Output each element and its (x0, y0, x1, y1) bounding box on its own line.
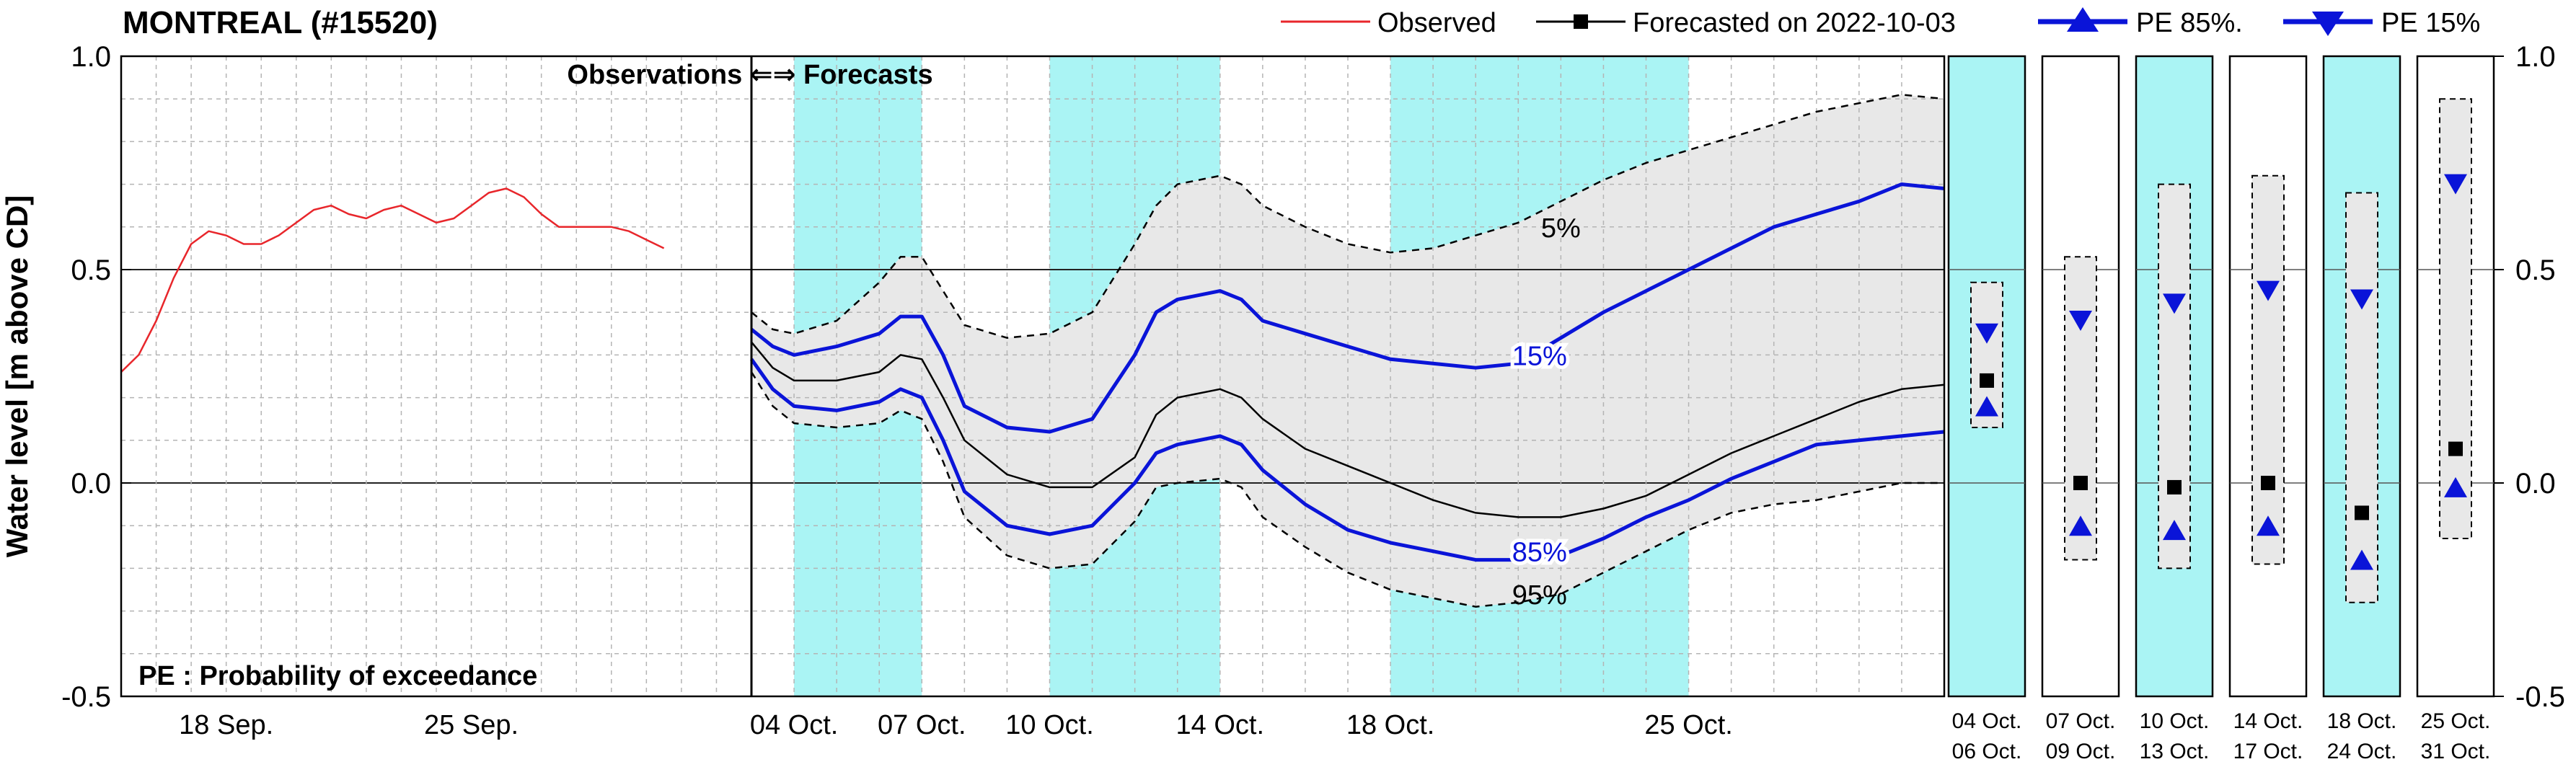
period-panel-1: 04 Oct. 06 Oct. (1947, 55, 2026, 763)
period-panel-3: 10 Oct. 13 Oct. (2135, 55, 2214, 763)
x-tick-label: 14 Oct. (1176, 710, 1265, 740)
period-panel-start-label: 14 Oct. (2233, 709, 2303, 733)
y-tick-label: 0.5 (71, 254, 111, 286)
series-line-pe-85 (749, 358, 1945, 562)
period-panel-forecast-marker (2167, 479, 2182, 495)
period-summary-panels: 04 Oct. 06 Oct. 07 Oct. 09 Oct. 10 Oct. 13 Oc… (1947, 55, 2495, 763)
period-panel-start-label: 10 Oct. (2140, 709, 2210, 733)
period-panel-end-label: 09 Oct. (2046, 740, 2116, 763)
series-label-15pct: 15% (1512, 341, 1567, 371)
y-axis-label: Water level [m above CD] (0, 195, 34, 558)
x-tick-label: 25 Oct. (1644, 710, 1733, 740)
right-y-tick-label: -0.5 (2515, 681, 2565, 713)
period-panel-pe15-marker (2163, 293, 2186, 314)
period-panel-pe15-marker (2444, 174, 2467, 195)
series-lines (120, 94, 1945, 608)
plot-frame (120, 55, 1946, 698)
period-panel-6: 25 Oct. 31 Oct. (2416, 55, 2495, 763)
y-tick-label: -0.5 (61, 681, 111, 713)
series-line-pe-5 (751, 94, 1945, 339)
legend-forecast-marker (1574, 14, 1588, 29)
period-panel-range-box (2064, 256, 2097, 561)
y-tick-label: 0.0 (71, 468, 111, 500)
legend-pe85-label: PE 85%. (2136, 8, 2243, 38)
legend-forecast-label: Forecasted on 2022-10-03 (1633, 8, 1956, 38)
period-panel-pe85-marker (2257, 515, 2280, 536)
series-inline-labels: 15% 85% 5% 95% (1509, 213, 1581, 611)
period-panel-pe15-marker (2069, 311, 2092, 332)
period-panel-forecast-marker (2261, 476, 2275, 490)
period-panel-forecast-marker (2448, 441, 2463, 456)
period-panel-end-label: 17 Oct. (2233, 740, 2303, 763)
period-panel-2: 07 Oct. 09 Oct. (2041, 55, 2120, 763)
period-panel-start-label: 07 Oct. (2046, 709, 2116, 733)
period-panel-range-box (2251, 174, 2285, 565)
period-panel-pe15-marker (2257, 280, 2280, 301)
plot-grid (120, 56, 1945, 697)
series-line-pe-15 (750, 182, 1945, 434)
pe-note: PE : Probability of exceedance (138, 661, 537, 691)
legend-pe15-marker (2312, 12, 2344, 36)
series-label-95pct: 95% (1512, 580, 1567, 611)
period-panel-forecast-marker (2073, 476, 2088, 490)
period-panel-pe85-marker (1975, 396, 1998, 417)
legend-pe85-marker (2067, 7, 2099, 32)
right-y-axis: -0.5 0.0 0.5 1.0 (2494, 41, 2565, 713)
period-panel-start-label: 18 Oct. (2327, 709, 2397, 733)
x-tick-label: 25 Sep. (424, 710, 519, 740)
period-panel-end-label: 06 Oct. (1952, 740, 2022, 763)
period-panel-forecast-marker (1980, 373, 1994, 388)
plot-axes: -0.5 0.0 0.5 1.0 18 Sep. 25 Sep. 04 Oct. 07 Oct… (61, 41, 1946, 740)
period-panel-pe85-marker (2350, 549, 2373, 570)
x-tick-label: 04 Oct. (750, 710, 839, 740)
period-panel-5: 18 Oct. 24 Oct. (2322, 55, 2401, 763)
series-line-forecasted-on-2022-10-03 (751, 341, 1945, 518)
period-panel-end-label: 24 Oct. (2327, 740, 2397, 763)
period-panel-pe85-marker (2163, 520, 2186, 541)
period-panel-pe15-marker (1975, 323, 1998, 344)
series-line-observed (120, 187, 665, 373)
period-panel-pe85-marker (2444, 476, 2467, 497)
y-tick-label: 1.0 (71, 41, 111, 73)
chart-title: MONTREAL (#15520) (123, 5, 438, 40)
legend-observed-label: Observed (1377, 8, 1496, 38)
period-panel-end-label: 31 Oct. (2421, 740, 2491, 763)
period-panel-start-label: 04 Oct. (1952, 709, 2022, 733)
period-panel-range-box (2158, 183, 2191, 569)
period-panel-forecast-marker (2355, 505, 2369, 520)
right-y-tick-label: 1.0 (2515, 41, 2556, 73)
series-label-5pct: 5% (1541, 213, 1581, 244)
x-tick-label: 18 Oct. (1346, 710, 1435, 740)
series-label-85pct: 85% (1512, 538, 1567, 568)
period-panel-pe85-marker (2069, 515, 2092, 536)
right-y-tick-label: 0.0 (2515, 468, 2556, 500)
legend-pe15-label: PE 15% (2381, 8, 2480, 38)
period-panel-pe15-marker (2350, 289, 2373, 310)
period-panel-end-label: 13 Oct. (2140, 740, 2210, 763)
period-panel-start-label: 25 Oct. (2421, 709, 2491, 733)
observations-forecasts-divider-label: Observations ⇐⇒ Forecasts (567, 60, 932, 90)
x-tick-label: 18 Sep. (179, 710, 273, 740)
right-y-tick-label: 0.5 (2515, 254, 2556, 286)
x-tick-label: 10 Oct. (1005, 710, 1094, 740)
x-tick-label: 07 Oct. (878, 710, 966, 740)
period-panel-4: 14 Oct. 17 Oct. (2228, 55, 2308, 763)
period-panel-range-box (2439, 98, 2472, 539)
legend: Observed Forecasted on 2022-10-03 PE 85%… (1281, 7, 2480, 38)
period-panel-range-box (2345, 192, 2378, 603)
